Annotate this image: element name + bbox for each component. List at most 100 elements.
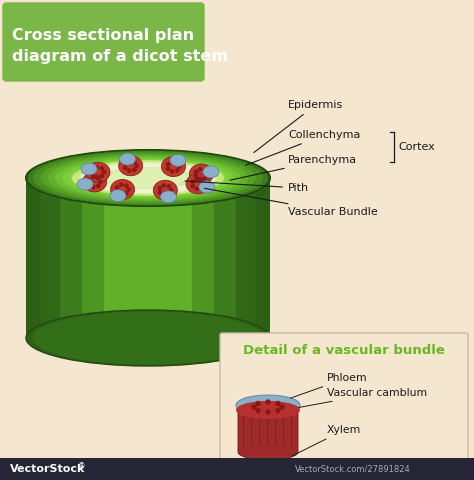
Ellipse shape (26, 150, 270, 206)
Circle shape (91, 173, 94, 176)
Circle shape (266, 399, 270, 403)
Circle shape (194, 175, 198, 178)
Circle shape (256, 401, 260, 406)
Text: Epidermis: Epidermis (254, 100, 343, 153)
Text: Cortex: Cortex (398, 142, 435, 152)
Circle shape (170, 189, 173, 192)
Ellipse shape (162, 156, 185, 177)
Circle shape (203, 176, 207, 180)
Ellipse shape (70, 160, 226, 196)
Circle shape (277, 409, 282, 413)
FancyBboxPatch shape (220, 333, 468, 465)
Ellipse shape (48, 155, 248, 201)
Circle shape (97, 177, 100, 180)
Ellipse shape (186, 174, 210, 194)
Polygon shape (104, 178, 192, 366)
Circle shape (91, 168, 94, 171)
Circle shape (195, 178, 198, 180)
Circle shape (88, 178, 91, 181)
Ellipse shape (236, 395, 300, 415)
Circle shape (203, 168, 207, 172)
Circle shape (125, 184, 128, 187)
Ellipse shape (82, 172, 107, 192)
Ellipse shape (154, 180, 177, 200)
Circle shape (88, 182, 91, 186)
Circle shape (124, 166, 127, 169)
Circle shape (178, 165, 181, 168)
Circle shape (102, 170, 106, 174)
Circle shape (266, 410, 270, 414)
Ellipse shape (170, 154, 186, 166)
Circle shape (100, 167, 103, 170)
Circle shape (133, 160, 136, 164)
Circle shape (163, 184, 165, 187)
Polygon shape (82, 178, 214, 366)
Circle shape (252, 405, 256, 409)
Ellipse shape (160, 191, 176, 203)
Circle shape (195, 187, 198, 191)
Ellipse shape (26, 310, 270, 366)
Circle shape (100, 174, 103, 178)
Ellipse shape (84, 163, 211, 192)
Circle shape (276, 401, 280, 406)
Ellipse shape (110, 180, 135, 200)
Circle shape (158, 191, 162, 194)
Text: VectorStock.com/27891824: VectorStock.com/27891824 (295, 465, 411, 473)
FancyBboxPatch shape (3, 3, 204, 81)
Ellipse shape (238, 399, 298, 415)
Polygon shape (238, 407, 298, 460)
Text: Xylem: Xylem (292, 425, 361, 456)
Ellipse shape (203, 166, 219, 178)
Circle shape (99, 180, 102, 183)
Circle shape (199, 168, 201, 171)
Ellipse shape (199, 181, 215, 193)
Circle shape (202, 182, 206, 185)
Text: VectorStock: VectorStock (10, 464, 85, 474)
Ellipse shape (84, 163, 211, 192)
Circle shape (277, 400, 282, 405)
Ellipse shape (92, 165, 204, 191)
Ellipse shape (86, 162, 110, 182)
Circle shape (166, 163, 170, 166)
Circle shape (255, 409, 259, 413)
Circle shape (191, 184, 194, 188)
Circle shape (133, 168, 136, 171)
Circle shape (91, 176, 95, 179)
Circle shape (95, 175, 98, 179)
Ellipse shape (28, 151, 268, 205)
Ellipse shape (77, 178, 93, 190)
Circle shape (282, 405, 286, 409)
Ellipse shape (63, 158, 233, 198)
Circle shape (135, 164, 138, 168)
Ellipse shape (238, 399, 298, 415)
Circle shape (176, 169, 179, 172)
Circle shape (280, 405, 284, 409)
Text: Cross sectional plan
diagram of a dicot stem: Cross sectional plan diagram of a dicot … (12, 28, 228, 64)
Circle shape (266, 400, 270, 404)
Circle shape (163, 193, 165, 197)
Ellipse shape (101, 168, 194, 189)
Circle shape (128, 169, 131, 172)
Circle shape (116, 190, 118, 193)
Ellipse shape (55, 156, 241, 199)
Text: Pith: Pith (185, 181, 309, 193)
Circle shape (171, 170, 174, 173)
Ellipse shape (190, 164, 213, 184)
Circle shape (256, 408, 260, 412)
Circle shape (255, 400, 259, 405)
Text: ®: ® (78, 463, 85, 471)
Circle shape (158, 187, 162, 190)
Circle shape (127, 188, 130, 191)
Circle shape (97, 184, 100, 188)
Bar (0, 458, 474, 480)
Circle shape (199, 177, 201, 180)
Circle shape (95, 166, 98, 169)
Circle shape (206, 172, 209, 176)
Ellipse shape (33, 152, 263, 204)
Circle shape (191, 180, 194, 183)
Circle shape (167, 192, 171, 196)
Text: Vascular Bundle: Vascular Bundle (204, 188, 378, 217)
Ellipse shape (236, 397, 300, 417)
Ellipse shape (99, 167, 197, 189)
Circle shape (266, 411, 270, 415)
